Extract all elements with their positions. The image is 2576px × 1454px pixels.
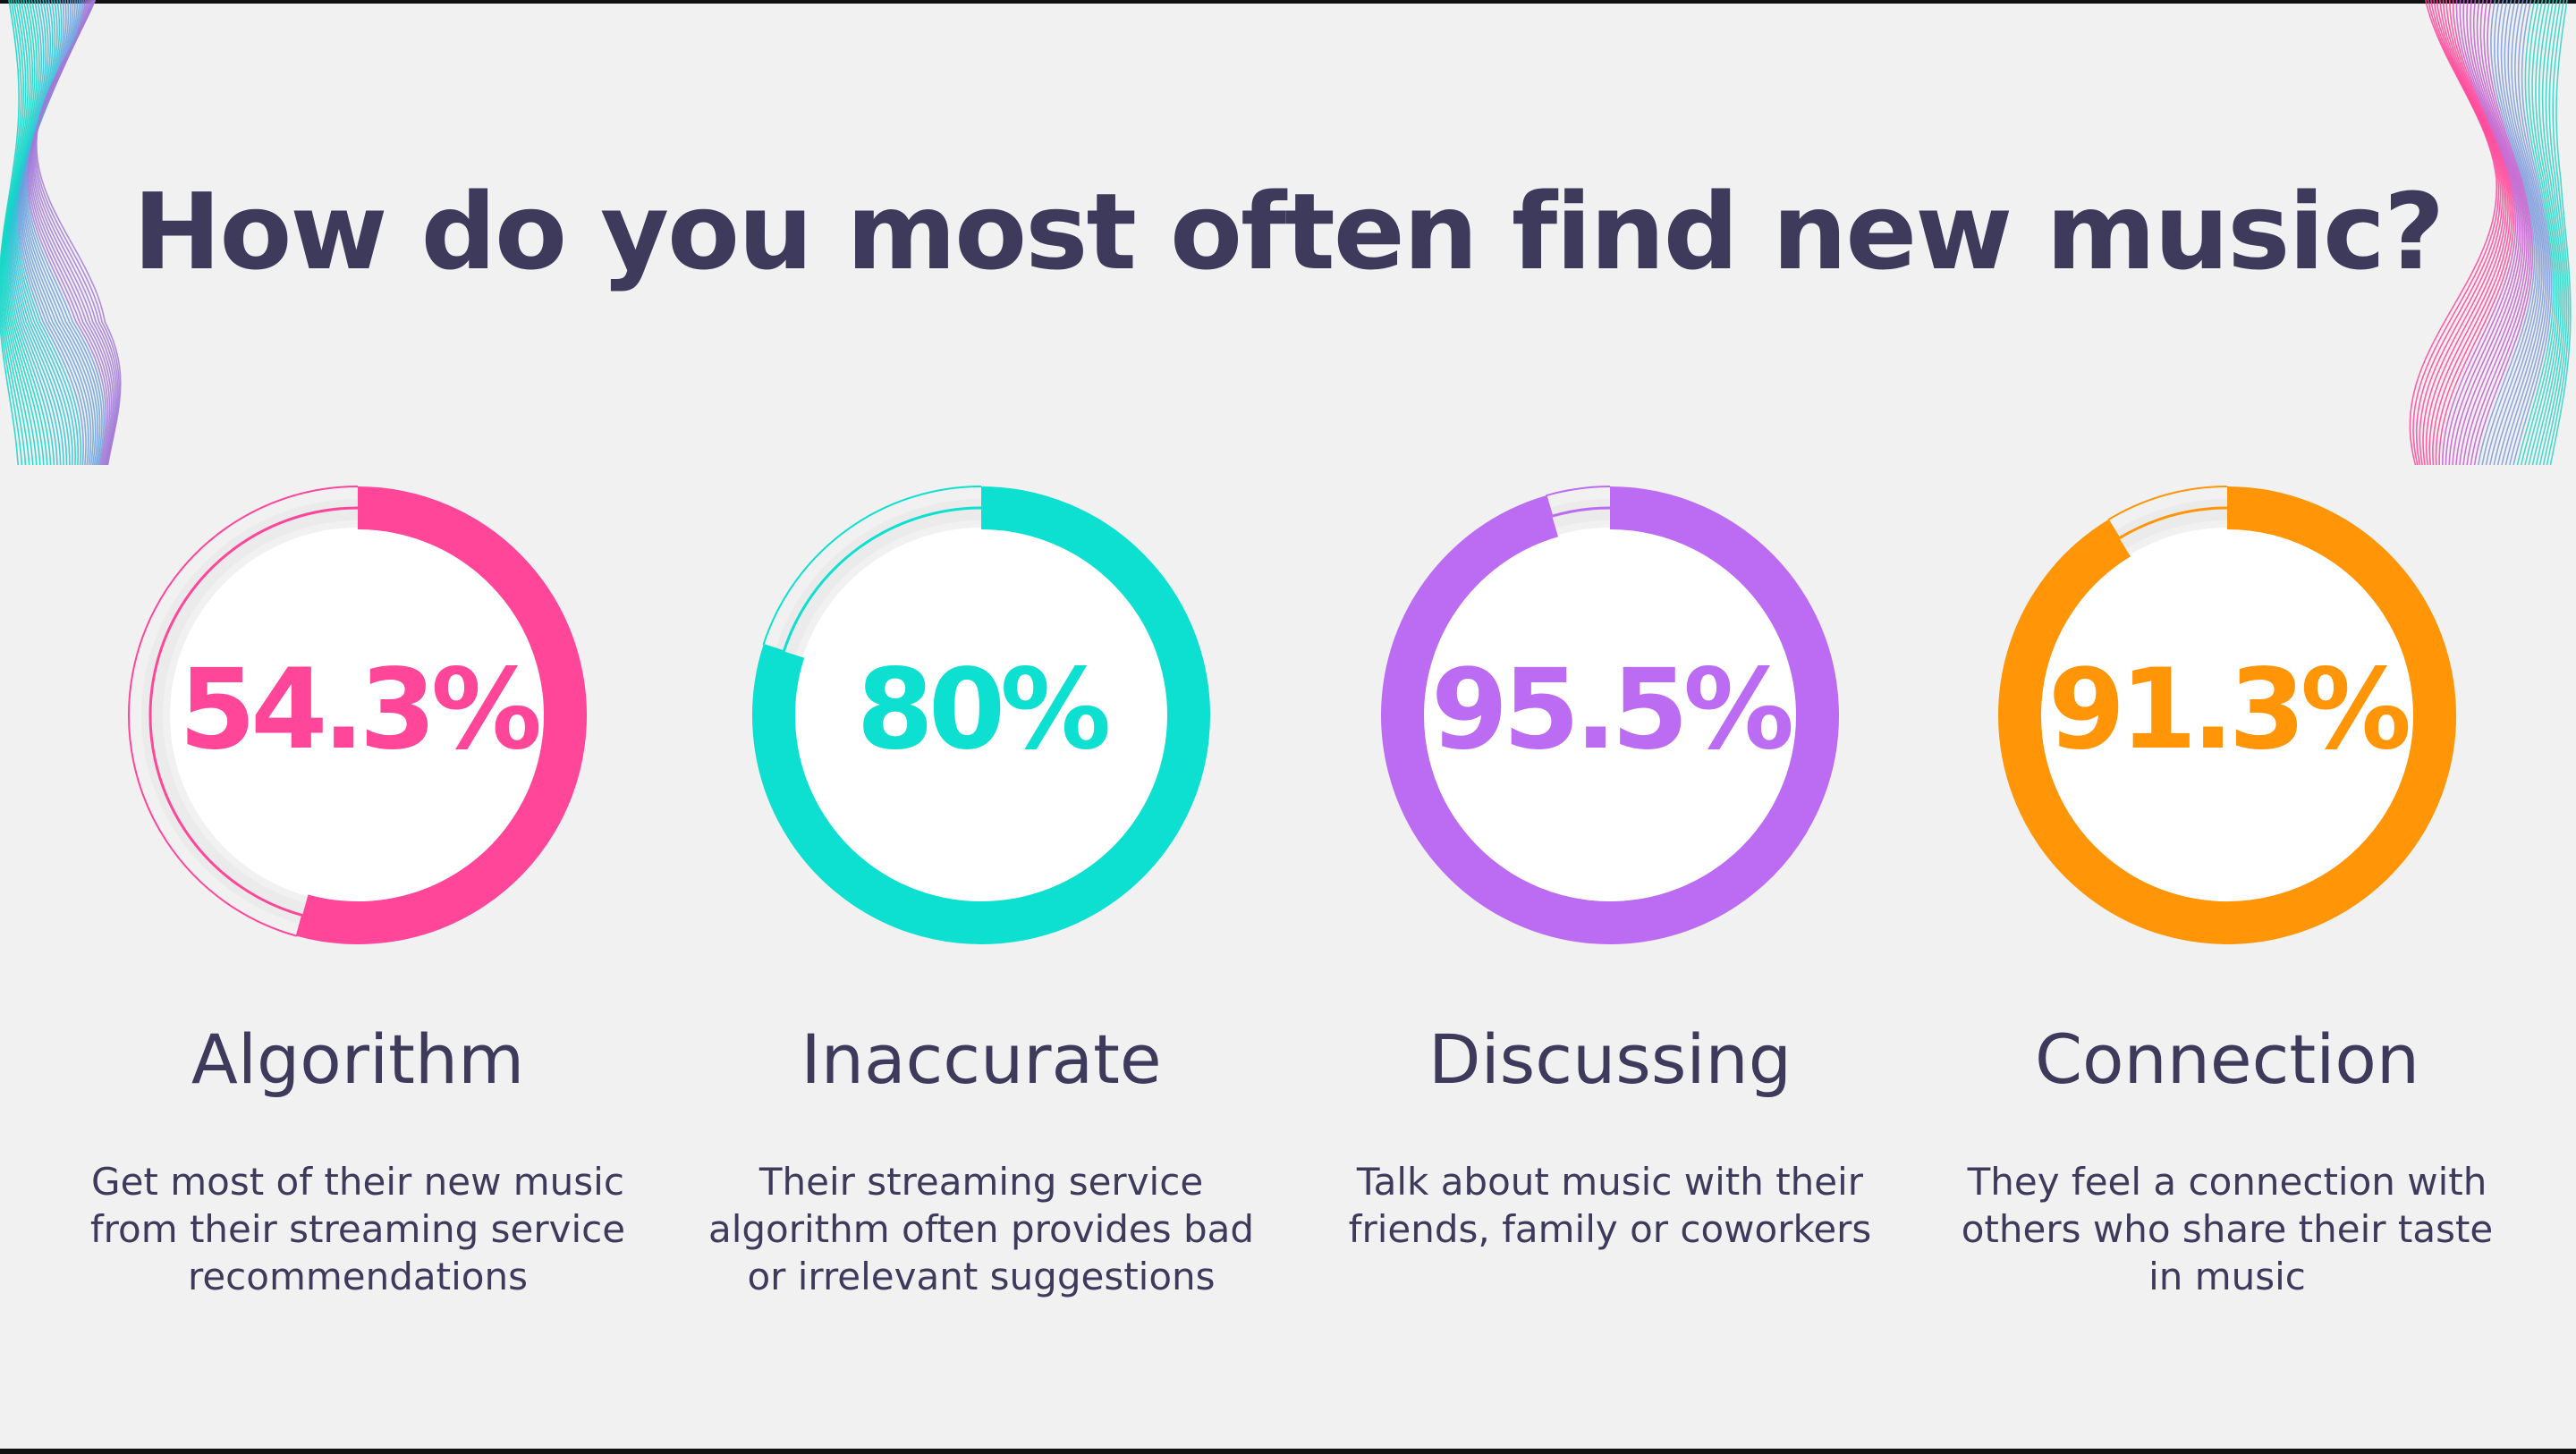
- donut-track-outline-inner: [1551, 506, 1611, 518]
- wave-line: [2535, 0, 2564, 466]
- wave-line: [2512, 0, 2553, 466]
- wave-line: [2485, 0, 2539, 466]
- donut-track-cap: [1545, 495, 1554, 517]
- wave-line: [2520, 0, 2556, 466]
- wave-line: [14, 0, 77, 465]
- wave-line: [2481, 0, 2538, 466]
- right-wave-decoration: [2409, 0, 2572, 466]
- donut-center: [2039, 528, 2415, 903]
- donut-track-outline-inner: [782, 506, 982, 652]
- wave-line: [2445, 0, 2519, 466]
- wave-line: [2462, 0, 2528, 466]
- stat-label: Inaccurate: [801, 1019, 1162, 1099]
- wave-line: [2428, 0, 2509, 466]
- wave-line: [2419, 0, 2504, 466]
- wave-line: [2448, 0, 2521, 466]
- left-wave-decoration: [0, 0, 122, 465]
- top-border: [0, 0, 2576, 4]
- donut-track: [2114, 499, 2228, 549]
- chart-title: How do you most often find new music?: [132, 170, 2445, 293]
- donut-inaccurate: 80%: [752, 486, 1210, 944]
- wave-line: [2455, 0, 2524, 466]
- wave-line: [2504, 0, 2549, 466]
- stat-description: Their streaming service algorithm often …: [708, 1160, 1255, 1298]
- wave-line: [2425, 0, 2507, 466]
- wave-line: [2409, 0, 2498, 466]
- donut-track-outline-outer: [1546, 486, 1611, 497]
- stat-description: Talk about music with their friends, fam…: [1348, 1160, 1872, 1251]
- stat-card-algorithm: 54.3% Algorithm Get most of their new mu…: [72, 483, 644, 1431]
- stat-card-connection: 91.3% Connection They feel a connection …: [1941, 483, 2513, 1431]
- stat-label: Connection: [2034, 1019, 2420, 1099]
- wave-line: [2493, 0, 2543, 466]
- wave-line: [2442, 0, 2517, 466]
- stat-label: Algorithm: [191, 1019, 525, 1099]
- donut-track-outline-inner: [148, 506, 359, 917]
- wave-line: [2452, 0, 2522, 466]
- donut-algorithm: 54.3%: [128, 486, 587, 944]
- wave-line: [2549, 0, 2572, 466]
- wave-line: [15, 0, 79, 465]
- donut-track-outline-outer: [762, 486, 982, 646]
- wave-line: [12, 0, 68, 465]
- wave-line: [2524, 0, 2558, 466]
- wave-line: [2473, 0, 2534, 466]
- percent-value: 80%: [857, 646, 1109, 774]
- wave-line: [2516, 0, 2555, 466]
- wave-line: [2435, 0, 2513, 466]
- donut-center: [170, 528, 546, 903]
- donut-value-arc: [1998, 486, 2456, 944]
- donut-center: [1422, 528, 1798, 903]
- donut-track: [775, 499, 982, 655]
- stat-description: They feel a connection with others who s…: [1961, 1160, 2494, 1298]
- wave-line: [2501, 0, 2547, 466]
- wave-line: [2432, 0, 2511, 466]
- donut-track-cap: [2107, 519, 2121, 539]
- stat-card-discussing: 95.5% Discussing Talk about music with t…: [1324, 483, 1896, 1431]
- stat-card-inaccurate: 80% Inaccurate Their streaming service a…: [695, 483, 1267, 1431]
- donut-track: [141, 499, 359, 925]
- wave-line: [10, 0, 64, 465]
- percent-value: 54.3%: [179, 646, 539, 774]
- donut-value-arc: [296, 486, 587, 944]
- wave-line: [2509, 0, 2551, 466]
- wave-line: [2466, 0, 2529, 466]
- percent-value: 95.5%: [1431, 646, 1792, 774]
- wave-line: [2538, 0, 2566, 466]
- donut-connection: 91.3%: [1998, 486, 2456, 944]
- percent-value: 91.3%: [2048, 646, 2409, 774]
- wave-line: [2422, 0, 2505, 466]
- wave-line: [2496, 0, 2545, 466]
- wave-line: [13, 0, 73, 465]
- stat-label: Discussing: [1428, 1019, 1792, 1099]
- wave-line: [2546, 0, 2570, 466]
- stat-description: Get most of their new music from their s…: [89, 1160, 626, 1298]
- wave-line: [35, 0, 122, 465]
- wave-line: [2415, 0, 2502, 466]
- wave-line: [2478, 0, 2536, 466]
- bottom-border: [0, 1449, 2576, 1454]
- wave-line: [2542, 0, 2568, 466]
- wave-line: [2412, 0, 2500, 466]
- wave-line: [2528, 0, 2560, 466]
- donut-center: [793, 528, 1169, 903]
- donut-track: [1549, 499, 1611, 528]
- wave-line: [13, 0, 71, 465]
- wave-line: [2531, 0, 2562, 466]
- wave-line: [2459, 0, 2526, 466]
- donut-value-arc: [752, 486, 1210, 944]
- donut-track-outline-outer: [2107, 486, 2228, 521]
- wave-line: [2470, 0, 2532, 466]
- donut-track-outline-inner: [2118, 506, 2228, 540]
- donut-value-arc: [1381, 486, 1839, 944]
- wave-line: [2438, 0, 2514, 465]
- donut-discussing: 95.5%: [1381, 486, 1839, 944]
- wave-line: [2489, 0, 2541, 466]
- donut-track-outline-outer: [128, 486, 359, 937]
